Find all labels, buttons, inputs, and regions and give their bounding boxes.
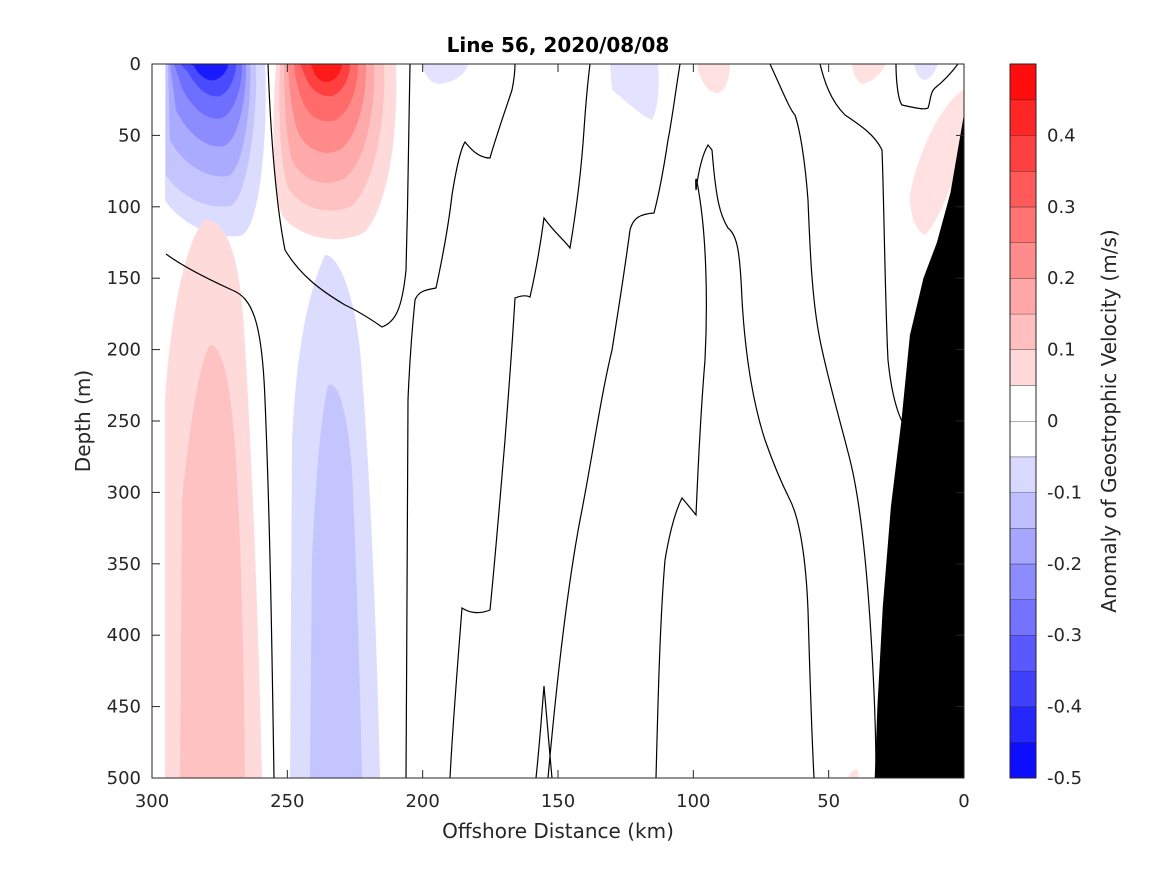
contour-line-5 — [535, 685, 553, 778]
colorbar-tick-label: 0.2 — [1047, 268, 1076, 289]
y-tick-label: 150 — [107, 268, 141, 289]
colorbar-segment — [1010, 670, 1036, 707]
colorbar-tick-label: 0 — [1047, 411, 1058, 432]
y-tick-label: 50 — [118, 125, 141, 146]
colorbar-segment — [1010, 206, 1036, 243]
patch-red-deep-40km — [848, 769, 859, 778]
y-tick-label: 500 — [107, 768, 141, 789]
colorbar-segment — [1010, 278, 1036, 314]
y-axis-label: Depth (m) — [71, 370, 95, 472]
x-tick-label: 100 — [676, 791, 710, 812]
x-tick-label: 250 — [270, 791, 304, 812]
patch-blue-200km — [422, 64, 468, 84]
colorbar-tick-label: -0.2 — [1047, 554, 1082, 575]
red-surface-jet — [273, 64, 397, 240]
patch-red-95km — [698, 64, 730, 94]
y-tick-label: 300 — [107, 482, 141, 503]
contour-line-11 — [895, 64, 959, 110]
colorbar-segment — [1010, 135, 1036, 172]
y-tick-label: 0 — [130, 54, 141, 75]
colorbar-label: Anomaly of Geostrophic Velocity (m/s) — [1097, 229, 1121, 612]
colorbar-tick-label: -0.1 — [1047, 482, 1082, 503]
deep-blue-feature — [290, 255, 380, 778]
contour-line-4 — [449, 64, 591, 778]
y-tick-label: 350 — [107, 554, 141, 575]
colorbar-segment — [1010, 313, 1036, 350]
colorbar-segment — [1010, 456, 1036, 493]
contour-line-3 — [405, 64, 516, 778]
chart-title: Line 56, 2020/08/08 — [447, 33, 670, 57]
x-axis: 300 250 200 150 100 50 0 — [135, 64, 970, 812]
y-tick-label: 450 — [107, 697, 141, 718]
colorbar-segment — [1010, 528, 1036, 564]
colorbar-tick-label: 0.1 — [1047, 340, 1076, 361]
y-tick-label: 250 — [107, 411, 141, 432]
colorbar-segment — [1010, 563, 1036, 600]
y-tick-label: 100 — [107, 197, 141, 218]
colorbar-segment — [1010, 599, 1036, 636]
colorbar-frame — [1009, 63, 1037, 779]
y-tick-label: 400 — [107, 625, 141, 646]
x-tick-label: 50 — [817, 791, 840, 812]
colorbar-tick-label: 0.4 — [1047, 125, 1076, 146]
colorbar-tick-label: -0.5 — [1047, 768, 1082, 789]
contour-line-2 — [267, 64, 411, 328]
colorbar-tick-label: -0.3 — [1047, 625, 1082, 646]
contour-line-1 — [165, 253, 275, 778]
contour-line-9 — [769, 64, 877, 778]
colorbar-segment — [1010, 492, 1036, 529]
x-tick-label: 300 — [135, 791, 169, 812]
contour-line-7 — [655, 178, 707, 778]
colorbar-tick-label: -0.4 — [1047, 697, 1082, 718]
colorbar: -0.5 -0.4 -0.3 -0.2 -0.1 0 0.1 0.2 0.3 0.4 — [1009, 63, 1082, 789]
colorbar-segment — [1010, 635, 1036, 671]
blue-surface-jet — [165, 64, 266, 237]
x-tick-label: 0 — [958, 791, 969, 812]
colorbar-segment — [1010, 64, 1036, 100]
colorbar-segment — [1010, 385, 1036, 421]
colorbar-segment — [1010, 99, 1036, 136]
colorbar-segment — [1010, 171, 1036, 207]
colorbar-segment — [1010, 706, 1036, 743]
colorbar-segment — [1010, 421, 1036, 457]
contour-lines — [165, 64, 959, 778]
patch-blue-120km — [610, 64, 659, 120]
x-axis-label: Offshore Distance (km) — [442, 819, 674, 843]
y-tick-label: 200 — [107, 340, 141, 361]
x-tick-label: 150 — [541, 791, 575, 812]
patch-blue-15km — [914, 64, 938, 80]
patch-red-35km — [852, 64, 886, 84]
deep-red-feature — [165, 220, 262, 778]
contour-line-6 — [547, 64, 681, 778]
colorbar-segment — [1010, 242, 1036, 279]
seafloor-bathymetry — [874, 114, 964, 778]
plot-area — [152, 64, 964, 778]
x-tick-label: 200 — [405, 791, 439, 812]
y-axis: 0 50 100 150 200 250 300 350 400 450 500 — [107, 54, 964, 789]
contour-line-10 — [819, 64, 907, 429]
colorbar-segment — [1010, 742, 1036, 778]
colorbar-tick-label: 0.3 — [1047, 197, 1076, 218]
contour-line-8 — [695, 143, 815, 778]
patch-red-nearshore — [910, 90, 964, 235]
colorbar-segment — [1010, 349, 1036, 386]
